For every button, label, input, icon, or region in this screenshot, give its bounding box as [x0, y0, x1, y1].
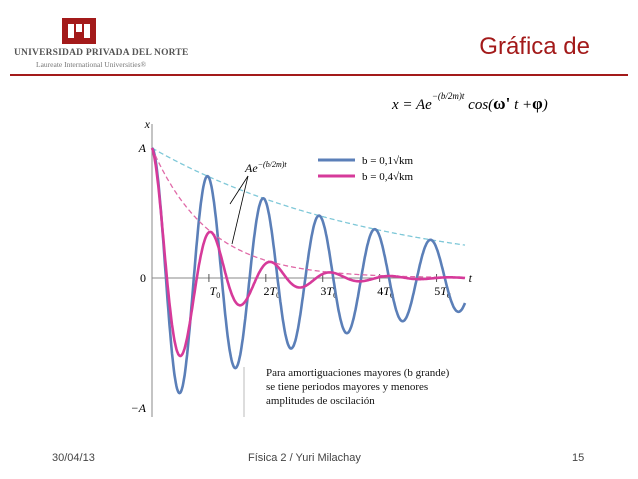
x-tick-label-1: T0	[210, 284, 221, 300]
envelope-label-exp: −(b/2m)t	[258, 160, 288, 169]
logo-name: UNIVERSIDAD PRIVADA DEL NORTE	[14, 48, 189, 58]
y-tick-label-top: A	[138, 141, 147, 155]
envelope-pointer-lower	[231, 175, 249, 245]
note-line-3: amplitudes de oscilación	[266, 395, 375, 407]
envelope-label-base: Ae	[244, 161, 258, 175]
legend-label-pink: b = 0,4√km	[362, 171, 413, 183]
university-logo: UNIVERSIDAD PRIVADA DEL NORTE Laureate I…	[14, 18, 194, 78]
x-axis-label: t	[469, 271, 473, 285]
series-line-1	[151, 147, 467, 395]
damped-oscillation-chart: x t A 0 −A T0 2T0 3T0 4T0 5T0 b = 0,1√km b =…	[131, 117, 473, 417]
envelope-annotation: Ae−(b/2m)t	[229, 160, 287, 245]
y-axis-label: x	[144, 117, 151, 131]
envelope-label: Ae−(b/2m)t	[244, 160, 287, 175]
footer-date: 30/04/13	[52, 452, 95, 464]
envelope-pointer-upper	[229, 175, 249, 205]
legend-label-blue: b = 0,1√km	[362, 155, 413, 167]
footer-page-number: 15	[572, 452, 585, 464]
logo-mark-icon	[62, 18, 96, 44]
slide-title: Gráfica de	[479, 33, 590, 60]
x-tick-label-2: 2T0	[263, 284, 280, 300]
legend: b = 0,1√km b = 0,4√km	[318, 155, 413, 183]
formula-omega: ω'	[493, 94, 511, 113]
formula-close: )	[542, 97, 548, 113]
damped-oscillation-formula: x = Ae−(b/2m)t cos(ω' t +φ)	[392, 91, 548, 114]
series-line-2	[150, 147, 466, 358]
formula-cos: cos(	[468, 97, 494, 113]
envelope-curve-2	[151, 147, 465, 279]
chart-note: Para amortiguaciones mayores (b grande) …	[266, 366, 506, 408]
footer-course: Física 2 / Yuri Milachay	[248, 452, 361, 464]
curves	[150, 147, 467, 395]
title-divider	[10, 74, 628, 76]
y-tick-label-bottom: −A	[131, 401, 147, 415]
note-line-2: se tiene periodos mayores y menores	[266, 381, 429, 393]
formula-t: t +	[510, 97, 533, 113]
formula-exponent: −(b/2m)t	[431, 91, 465, 101]
note-line-1: Para amortiguaciones mayores (b grande)	[266, 367, 450, 379]
envelope-curve-1	[151, 147, 466, 246]
formula-lhs: x = Ae	[392, 97, 432, 113]
logo-subtitle: Laureate International Universities®	[36, 60, 147, 69]
y-tick-label-zero: 0	[140, 271, 146, 285]
formula-phi: φ	[532, 94, 543, 113]
